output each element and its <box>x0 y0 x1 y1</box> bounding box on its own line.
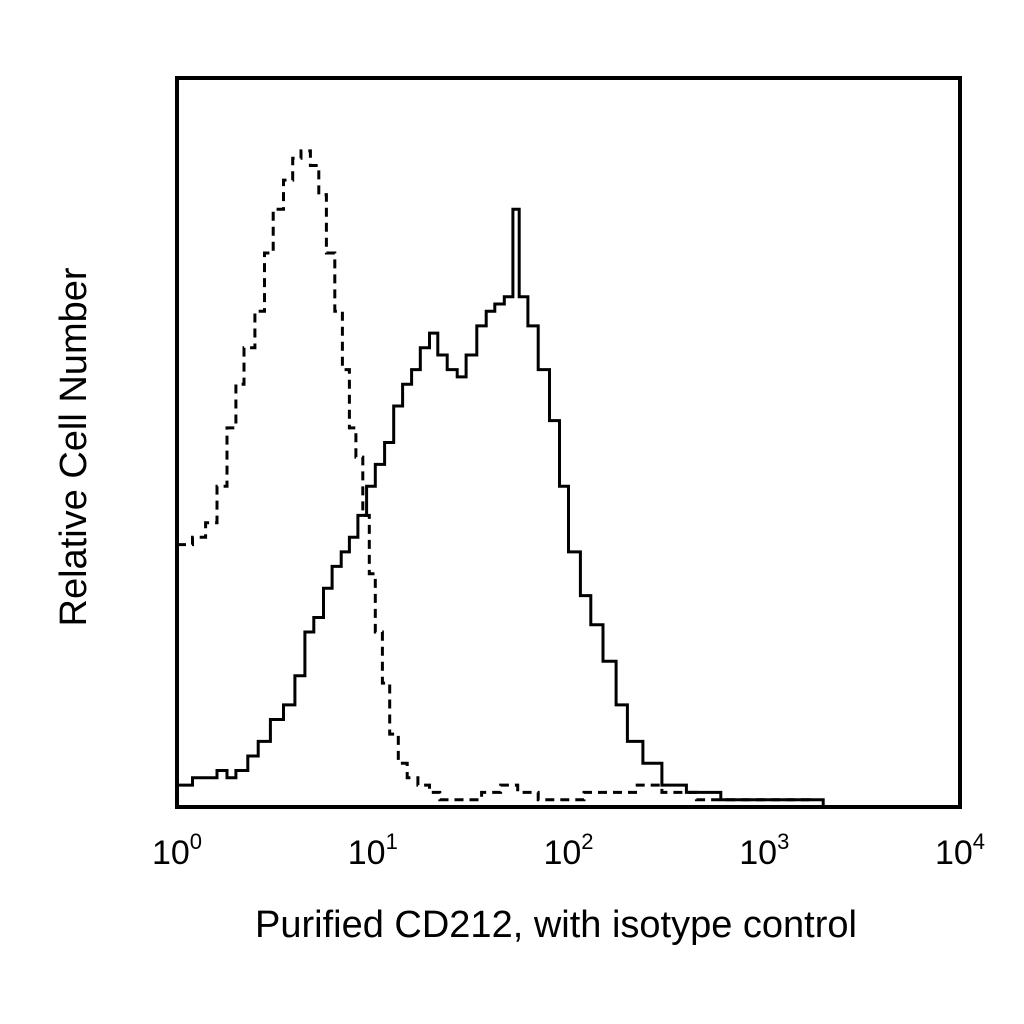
x-tick-exponent: 4 <box>973 829 985 854</box>
x-tick-labels: 100 101 102 103 104 <box>152 829 985 872</box>
x-tick-base: 10 <box>543 834 581 872</box>
x-tick-label: 100 <box>152 829 202 872</box>
x-tick-label: 104 <box>935 829 985 872</box>
x-tick-base: 10 <box>348 834 386 872</box>
x-tick-exponent: 1 <box>386 829 398 854</box>
x-tick-exponent: 2 <box>581 829 593 854</box>
x-tick-label: 103 <box>739 829 789 872</box>
series-layer <box>177 149 825 807</box>
x-tick-base: 10 <box>739 834 777 872</box>
y-axis-label: Relative Cell Number <box>53 267 95 626</box>
x-tick-exponent: 0 <box>190 829 202 854</box>
x-tick-base: 10 <box>152 834 190 872</box>
plot-frame <box>175 76 962 809</box>
histogram-series-1 <box>177 149 811 807</box>
x-tick-label: 102 <box>543 829 593 872</box>
x-tick-label: 101 <box>348 829 398 872</box>
x-tick-base: 10 <box>935 834 973 872</box>
x-axis-label: Purified CD212, with isotype control <box>255 904 857 946</box>
x-tick-exponent: 3 <box>777 829 789 854</box>
histogram-series-2 <box>177 207 825 807</box>
